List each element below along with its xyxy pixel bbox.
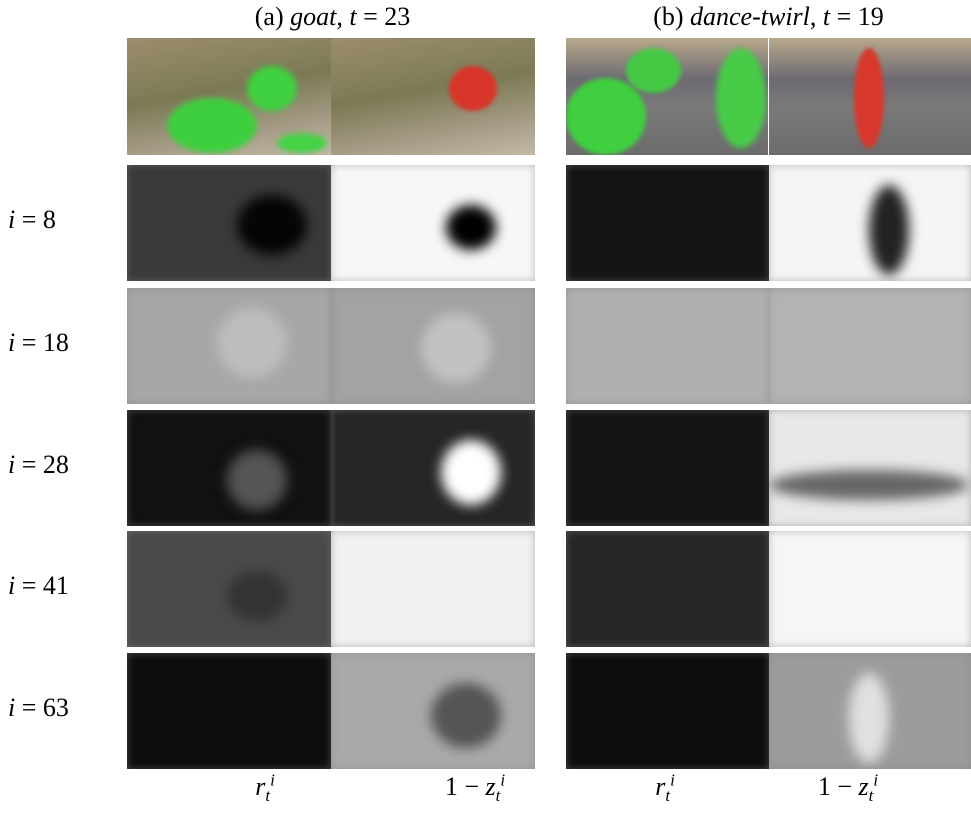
row-var: i bbox=[8, 450, 15, 479]
row-label: i = 8 bbox=[8, 205, 56, 235]
label-sup: i bbox=[670, 770, 675, 789]
row-label: i = 63 bbox=[8, 693, 69, 723]
row-label: i = 18 bbox=[8, 328, 69, 358]
feature-map bbox=[331, 165, 535, 281]
label-sup: i bbox=[270, 770, 275, 789]
row-eq: = 41 bbox=[22, 571, 69, 600]
map-highlight bbox=[446, 205, 496, 250]
feature-map bbox=[769, 531, 971, 647]
label-base: r bbox=[655, 772, 665, 801]
row-var: i bbox=[8, 328, 15, 357]
map-highlight bbox=[441, 440, 501, 505]
header-eq: = 19 bbox=[837, 2, 884, 31]
feature-map bbox=[331, 410, 535, 526]
feature-map bbox=[769, 410, 971, 526]
feature-map bbox=[769, 288, 971, 404]
map-highlight bbox=[769, 470, 969, 500]
label-base: z bbox=[859, 772, 869, 801]
mask bbox=[277, 133, 327, 153]
mask bbox=[247, 66, 297, 111]
label-sup: i bbox=[500, 770, 505, 789]
column-header: (a) goat, t = 23 bbox=[130, 2, 535, 32]
row-var: i bbox=[8, 205, 15, 234]
header-var: t bbox=[823, 2, 830, 31]
mask bbox=[716, 48, 766, 148]
map-highlight bbox=[431, 683, 501, 748]
feature-map bbox=[769, 165, 971, 281]
map-highlight bbox=[237, 195, 307, 255]
header-sep: , bbox=[336, 2, 343, 31]
feature-map bbox=[127, 653, 331, 769]
label-sup: i bbox=[873, 770, 878, 789]
map-highlight bbox=[217, 308, 287, 378]
label-prefix: 1 − bbox=[445, 772, 479, 801]
feature-map bbox=[127, 288, 331, 404]
photo bbox=[769, 38, 971, 155]
row-var: i bbox=[8, 571, 15, 600]
map-highlight bbox=[849, 673, 889, 763]
feature-map bbox=[566, 288, 769, 404]
label-base: r bbox=[255, 772, 265, 801]
map-highlight bbox=[421, 313, 491, 383]
row-var: i bbox=[8, 693, 15, 722]
header-sep: , bbox=[810, 2, 817, 31]
row-label: i = 41 bbox=[8, 571, 69, 601]
mask bbox=[854, 48, 884, 148]
figure: (a) goat, t = 23 (b) dance-twirl, t = 19… bbox=[0, 0, 971, 817]
feature-map bbox=[331, 531, 535, 647]
row-eq: = 28 bbox=[22, 450, 69, 479]
mask bbox=[167, 98, 257, 153]
photo bbox=[566, 38, 768, 155]
map-highlight bbox=[227, 450, 287, 510]
header-name: goat bbox=[290, 2, 336, 31]
mask bbox=[626, 48, 681, 93]
map-highlight bbox=[869, 185, 909, 275]
feature-map bbox=[331, 653, 535, 769]
feature-map bbox=[566, 410, 769, 526]
photo bbox=[331, 38, 535, 155]
label-base: z bbox=[486, 772, 496, 801]
row-eq: = 63 bbox=[22, 693, 69, 722]
feature-map bbox=[127, 410, 331, 526]
feature-map bbox=[566, 165, 769, 281]
mask bbox=[449, 66, 497, 111]
header-label: (b) bbox=[653, 2, 683, 31]
map-highlight bbox=[227, 571, 287, 621]
row-eq: = 18 bbox=[22, 328, 69, 357]
row-label: i = 28 bbox=[8, 450, 69, 480]
feature-map bbox=[127, 165, 331, 281]
header-name: dance-twirl bbox=[690, 2, 810, 31]
header-var: t bbox=[349, 2, 356, 31]
feature-map bbox=[331, 288, 535, 404]
header-eq: = 23 bbox=[363, 2, 410, 31]
label-prefix: 1 − bbox=[818, 772, 852, 801]
photo bbox=[127, 38, 331, 155]
feature-map bbox=[127, 531, 331, 647]
panel-label: 1 − zti bbox=[713, 772, 971, 802]
feature-map bbox=[566, 653, 769, 769]
header-label: (a) bbox=[255, 2, 284, 31]
mask bbox=[566, 78, 646, 155]
feature-map bbox=[566, 531, 769, 647]
feature-map bbox=[769, 653, 971, 769]
column-header: (b) dance-twirl, t = 19 bbox=[566, 2, 971, 32]
row-eq: = 8 bbox=[22, 205, 56, 234]
